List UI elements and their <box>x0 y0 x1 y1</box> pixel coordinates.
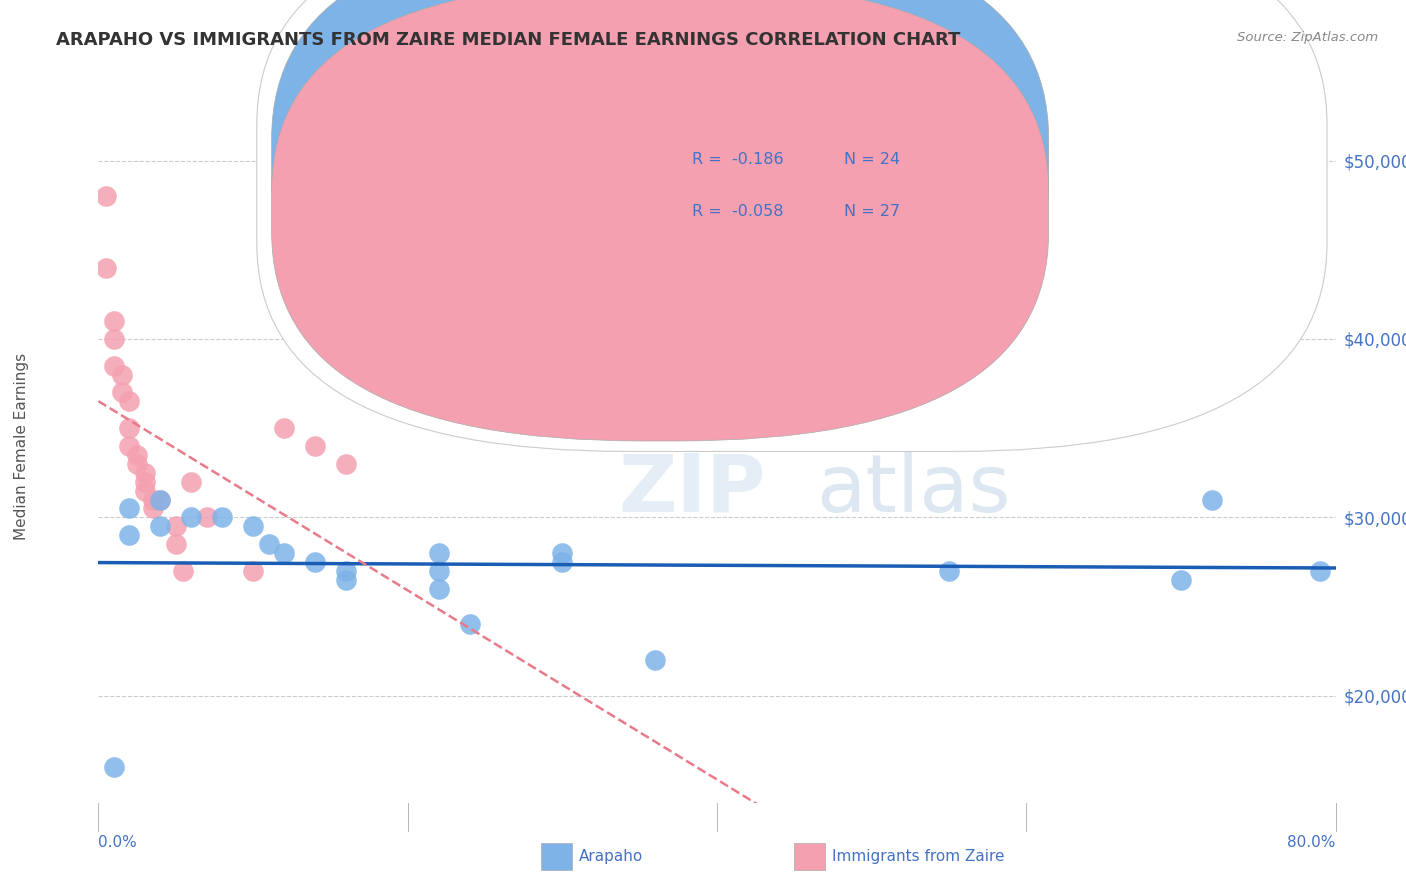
FancyBboxPatch shape <box>271 0 1049 441</box>
Point <box>1170 573 1192 587</box>
Point <box>141 501 165 516</box>
Point <box>103 314 125 328</box>
Point <box>304 439 326 453</box>
Point <box>118 421 141 435</box>
Text: Immigrants from Zaire: Immigrants from Zaire <box>832 849 1005 863</box>
Text: N = 27: N = 27 <box>845 204 901 219</box>
Point <box>551 546 574 560</box>
Text: Median Female Earnings: Median Female Earnings <box>14 352 28 540</box>
Point <box>141 492 165 507</box>
Point <box>427 546 450 560</box>
Text: atlas: atlas <box>815 450 1011 529</box>
Point <box>103 760 125 774</box>
Point <box>1201 492 1223 507</box>
Point <box>165 519 187 533</box>
Point <box>242 564 264 578</box>
Point <box>149 519 172 533</box>
Text: 80.0%: 80.0% <box>1288 835 1336 850</box>
Point <box>273 421 295 435</box>
Text: N = 24: N = 24 <box>845 152 901 167</box>
Point <box>111 385 132 400</box>
Point <box>172 564 194 578</box>
Point <box>427 564 450 578</box>
Point <box>938 564 960 578</box>
Point <box>127 448 149 462</box>
Point <box>118 439 141 453</box>
Point <box>96 260 118 275</box>
FancyBboxPatch shape <box>257 0 1327 451</box>
Point <box>149 492 172 507</box>
Point <box>134 483 156 498</box>
Text: R =  -0.058: R = -0.058 <box>692 204 783 219</box>
Point <box>118 528 141 542</box>
Point <box>149 492 172 507</box>
Point <box>257 537 280 551</box>
Point <box>103 332 125 346</box>
Text: ARAPAHO VS IMMIGRANTS FROM ZAIRE MEDIAN FEMALE EARNINGS CORRELATION CHART: ARAPAHO VS IMMIGRANTS FROM ZAIRE MEDIAN … <box>56 31 960 49</box>
Point <box>118 501 141 516</box>
Point <box>273 546 295 560</box>
Text: Arapaho: Arapaho <box>579 849 644 863</box>
Point <box>427 582 450 596</box>
Point <box>195 510 218 524</box>
Point <box>96 189 118 203</box>
Point <box>242 519 264 533</box>
Point <box>180 475 202 489</box>
Text: 0.0%: 0.0% <box>98 835 138 850</box>
Point <box>335 564 357 578</box>
Point <box>118 394 141 409</box>
Point <box>335 573 357 587</box>
FancyBboxPatch shape <box>271 0 1049 389</box>
Point <box>551 555 574 569</box>
Point <box>103 359 125 373</box>
Point <box>134 466 156 480</box>
Text: ZIP: ZIP <box>619 450 765 529</box>
Point <box>165 537 187 551</box>
Point <box>211 510 233 524</box>
Point <box>644 653 666 667</box>
Point <box>335 457 357 471</box>
Point <box>304 555 326 569</box>
Point <box>111 368 132 382</box>
Point <box>458 617 481 632</box>
Point <box>1309 564 1331 578</box>
Text: R =  -0.186: R = -0.186 <box>692 152 785 167</box>
Point <box>134 475 156 489</box>
Point <box>180 510 202 524</box>
Text: Source: ZipAtlas.com: Source: ZipAtlas.com <box>1237 31 1378 45</box>
Point <box>127 457 149 471</box>
